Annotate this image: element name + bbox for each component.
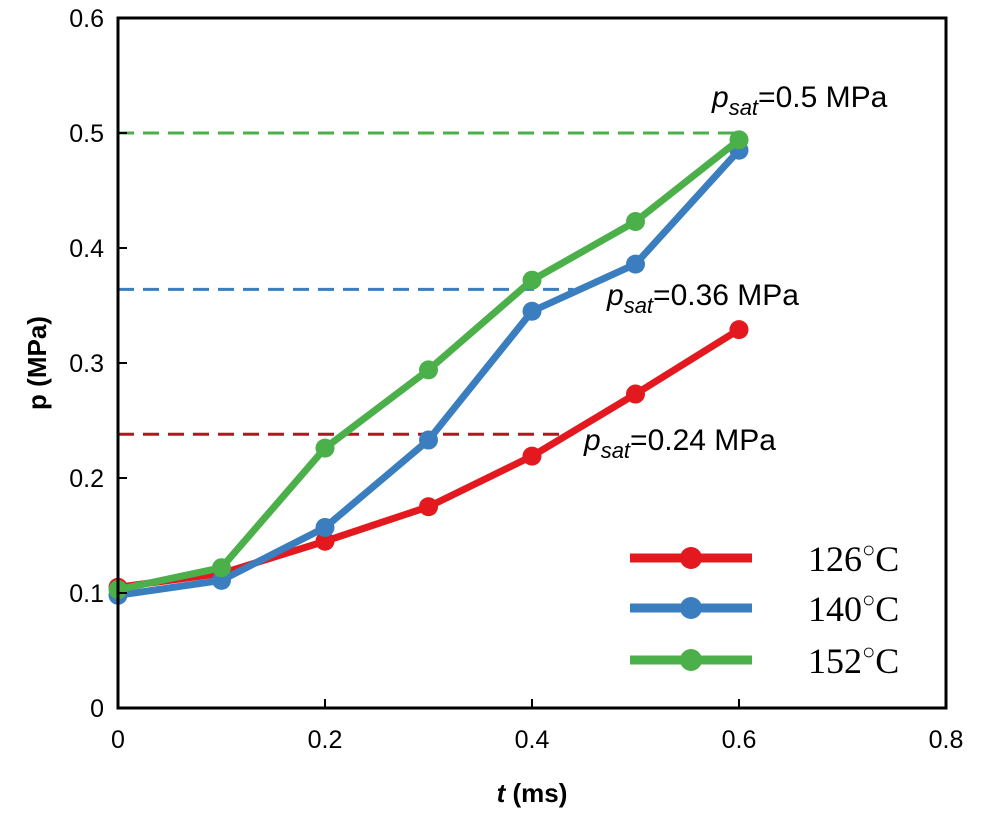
data-point — [729, 130, 749, 150]
psat-symbol: p — [583, 424, 601, 457]
x-tick-label: 0.8 — [929, 726, 964, 754]
data-point — [419, 360, 438, 380]
x-tick-label: 0.4 — [515, 726, 550, 754]
x-tick-label: 0.6 — [722, 726, 757, 754]
y-tick-label: 0.1 — [69, 580, 104, 608]
legend-degree: ○ — [862, 537, 875, 562]
x-tick-label: 0 — [111, 726, 125, 754]
psat-value: =0.36 MPa — [653, 279, 799, 312]
psat-value: =0.24 MPa — [630, 424, 776, 457]
legend-degree: ○ — [862, 639, 875, 664]
psat-subscript: sat — [624, 293, 654, 318]
y-tick-label: 0.6 — [69, 5, 104, 33]
legend-unit: C — [875, 641, 899, 681]
legend-marker — [680, 547, 702, 569]
data-point — [419, 497, 438, 517]
legend-label: 126○C — [808, 537, 899, 579]
psat-label: psat=0.24 MPa — [583, 424, 776, 463]
x-axis-variable: t — [497, 778, 507, 808]
x-tick-label: 0.2 — [308, 726, 343, 754]
psat-symbol: p — [606, 279, 624, 312]
data-point — [522, 270, 542, 290]
series-layer — [108, 130, 749, 605]
data-point — [315, 531, 335, 551]
data-point — [419, 430, 438, 450]
data-point — [315, 438, 335, 458]
y-tick-label: 0.2 — [69, 465, 104, 493]
legend-number: 140 — [808, 589, 862, 629]
y-tick-label: 0 — [90, 695, 104, 723]
data-point — [626, 384, 645, 404]
legend-label: 152○C — [808, 639, 899, 681]
axis-ticks: 0 0.2 0.4 0.6 0.8 0 0.1 0.2 0.3 0.4 0.5 0.6 — [69, 5, 963, 754]
legend-marker — [680, 649, 702, 671]
psat-subscript: sat — [601, 438, 631, 463]
y-tick-label: 0.4 — [69, 235, 104, 263]
x-axis-title: t (ms) — [497, 778, 568, 808]
legend-number: 126 — [808, 539, 862, 579]
legend-marker — [680, 597, 702, 619]
legend-label: 140○C — [808, 587, 899, 629]
data-point — [522, 301, 542, 321]
legend-unit: C — [875, 589, 899, 629]
psat-symbol: p — [711, 81, 729, 114]
data-point — [729, 320, 749, 340]
legend-degree: ○ — [862, 587, 875, 612]
data-point — [522, 446, 542, 466]
data-point — [626, 212, 645, 232]
x-axis-unit: (ms) — [505, 778, 567, 808]
y-tick-label: 0.5 — [69, 120, 104, 148]
psat-value: =0.5 MPa — [758, 81, 888, 114]
y-tick-label: 0.3 — [69, 350, 104, 378]
psat-label: psat=0.5 MPa — [711, 81, 888, 120]
data-point — [212, 558, 231, 578]
data-point — [315, 517, 335, 537]
legend-unit: C — [875, 539, 899, 579]
y-axis-title: p (MPa) — [22, 316, 52, 410]
data-point — [626, 254, 645, 274]
psat-label: psat=0.36 MPa — [606, 279, 799, 318]
psat-subscript: sat — [729, 95, 759, 120]
legend-number: 152 — [808, 641, 862, 681]
